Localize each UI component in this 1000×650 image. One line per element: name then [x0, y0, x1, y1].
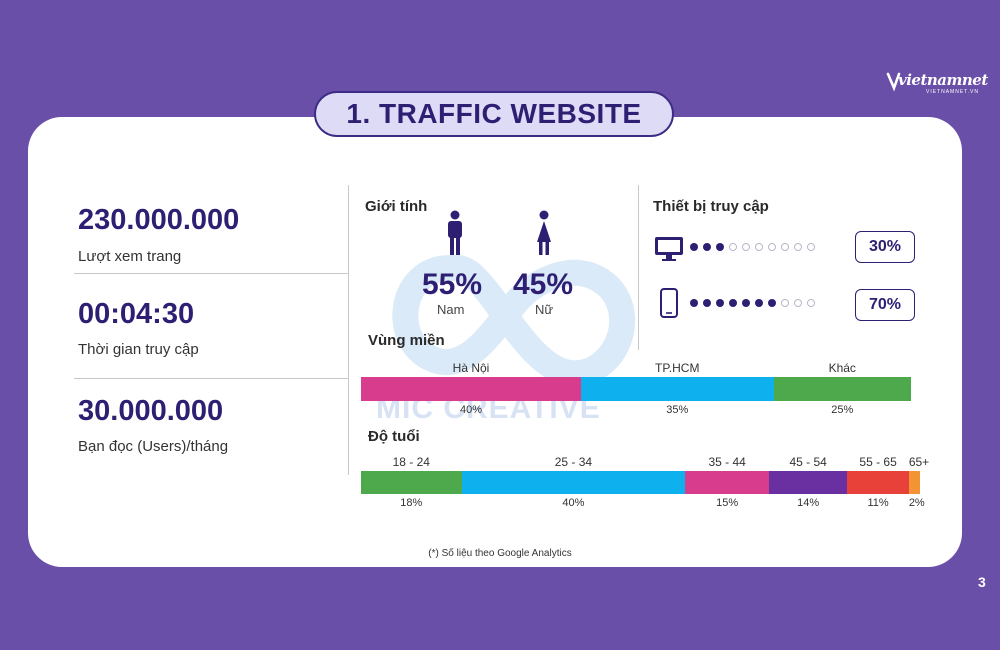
age-segment-label: 65+ [908, 455, 930, 469]
mobile-dot [794, 299, 802, 307]
devices-title: Thiết bị truy cập [653, 198, 769, 215]
mobile-dot [742, 299, 750, 307]
region-segment [581, 377, 774, 401]
desktop-dot [755, 243, 763, 251]
vietnamnet-logo: vietnamnet VIETNAMNET.VN [886, 68, 988, 98]
age-segment-percent: 14% [797, 497, 820, 509]
footnote: (*) Số liệu theo Google Analytics [428, 548, 572, 559]
divider [74, 378, 348, 379]
logo-mark-icon [886, 72, 901, 92]
region-segment [773, 377, 911, 401]
age-segment [769, 471, 848, 494]
region-segment-label: TP.HCM [655, 361, 700, 375]
pageviews-label: Lượt xem trang [78, 248, 182, 265]
desktop-dot [729, 243, 737, 251]
age-title: Độ tuổi [368, 428, 420, 445]
page-title: 1. TRAFFIC WEBSITE [314, 91, 674, 137]
region-title: Vùng miền [368, 332, 445, 349]
age-segment [361, 471, 462, 494]
desktop-dot [781, 243, 789, 251]
region-segment-label: Khác [828, 361, 856, 375]
smartphone-icon [660, 288, 678, 318]
mobile-dot [755, 299, 763, 307]
watermark-logo-icon [392, 254, 636, 387]
monitor-icon [655, 237, 683, 261]
pageviews-value: 230.000.000 [78, 204, 240, 236]
desktop-dot [768, 243, 776, 251]
users-label: Bạn đọc (Users)/tháng [78, 438, 229, 455]
logo-name: vietnamnet [898, 71, 988, 89]
age-segment-percent: 15% [716, 497, 739, 509]
divider [74, 273, 348, 274]
users-value: 30.000.000 [78, 395, 224, 427]
mobile-dot [768, 299, 776, 307]
page-number: 3 [978, 574, 986, 590]
female-icon [537, 210, 551, 255]
region-segment-percent: 35% [666, 404, 689, 416]
desktop-percent: 30% [855, 231, 915, 263]
mobile-dot [703, 299, 711, 307]
age-segment [461, 471, 686, 494]
desktop-dot [807, 243, 815, 251]
region-segment-percent: 25% [831, 404, 854, 416]
male-label: Nam [437, 302, 465, 317]
desktop-dot [716, 243, 724, 251]
mobile-dot [807, 299, 815, 307]
mobile-dots-meter [690, 299, 815, 307]
desktop-dots-meter [690, 243, 815, 251]
desktop-dot [742, 243, 750, 251]
desktop-dot [690, 243, 698, 251]
male-icon [448, 210, 462, 255]
age-segment-percent: 40% [562, 497, 585, 509]
male-percent: 55% [422, 268, 483, 301]
age-segment [685, 471, 770, 494]
age-segment-percent: 2% [908, 497, 925, 509]
female-percent: 45% [513, 268, 574, 301]
female-label: Nữ [535, 302, 554, 317]
gender-title: Giới tính [365, 198, 428, 215]
mobile-dot [690, 299, 698, 307]
desktop-dot [703, 243, 711, 251]
age-segment-label: 18 - 24 [392, 455, 430, 469]
region-segment [361, 377, 581, 401]
mobile-dot [729, 299, 737, 307]
desktop-dot [794, 243, 802, 251]
age-segment-percent: 18% [400, 497, 423, 509]
age-segment [908, 471, 920, 494]
age-segment-label: 25 - 34 [554, 455, 593, 469]
region-segment-percent: 40% [459, 404, 483, 416]
age-segment-label: 35 - 44 [708, 455, 746, 469]
vertical-divider [348, 185, 349, 475]
age-segment-label: 45 - 54 [789, 455, 827, 469]
logo-sub: VIETNAMNET.VN [926, 89, 980, 95]
age-segment-percent: 11% [867, 497, 889, 509]
region-segment-label: Hà Nội [452, 361, 490, 375]
mobile-dot [716, 299, 724, 307]
age-segment [847, 471, 909, 494]
mobile-dot [781, 299, 789, 307]
age-segment-label: 55 - 65 [859, 455, 897, 469]
session-time-label: Thời gian truy cập [78, 341, 199, 358]
session-time-value: 00:04:30 [78, 298, 195, 330]
mobile-percent: 70% [855, 289, 915, 321]
vertical-divider [638, 185, 639, 350]
